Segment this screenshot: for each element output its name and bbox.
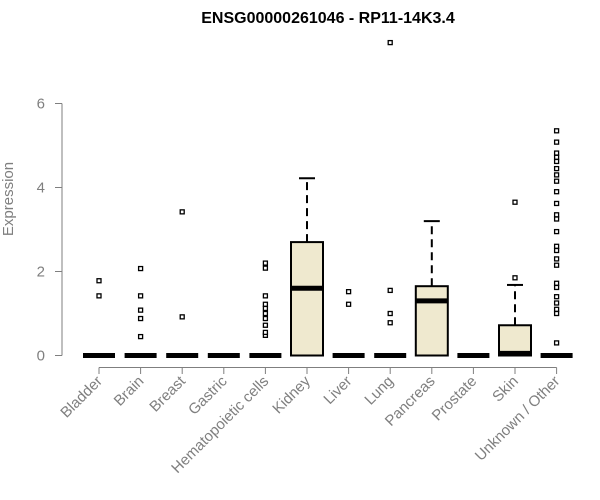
outlier-point: [553, 158, 560, 165]
x-tick-label: Breast: [146, 372, 189, 415]
outlier-point: [553, 165, 560, 172]
y-tick-label: 6: [37, 96, 45, 113]
outlier-point: [262, 305, 269, 312]
outlier-point: [345, 289, 352, 295]
outlier-point: [553, 340, 560, 346]
outlier-point: [553, 306, 560, 312]
outlier-point: [553, 262, 560, 268]
outlier-point: [553, 212, 560, 218]
box-group: [374, 39, 407, 358]
x-tick-label: Brain: [111, 373, 148, 410]
outlier-point: [262, 322, 269, 328]
box-series: [83, 39, 573, 358]
x-tick-label: Liver: [320, 373, 355, 408]
y-tick-label: 0: [37, 348, 45, 365]
outlier-point: [262, 293, 269, 299]
outlier-point: [553, 243, 560, 249]
outlier-point: [96, 293, 102, 299]
outlier-point: [137, 307, 144, 313]
box-iqr: [290, 241, 324, 357]
outlier-point: [553, 294, 560, 300]
box-group: [249, 260, 282, 358]
outlier-point: [553, 300, 560, 306]
outlier-point: [387, 39, 393, 46]
box-group: [83, 278, 115, 358]
y-axis-label: Expression: [0, 162, 17, 236]
box-iqr: [498, 324, 532, 357]
box-group: [124, 265, 157, 358]
y-tick-label: 2: [37, 264, 45, 281]
y-axis: 0 2 4 6: [37, 96, 63, 365]
outlier-point: [553, 172, 560, 178]
outlier-point: [553, 247, 560, 254]
outlier-point: [137, 315, 144, 322]
outlier-point: [553, 139, 560, 145]
outlier-point: [137, 333, 144, 340]
x-tick-label: Kidney: [269, 372, 314, 417]
outlier-point: [512, 199, 518, 205]
box-group: [414, 220, 449, 357]
outlier-point: [137, 293, 144, 299]
outlier-point: [553, 189, 560, 195]
outlier-point: [387, 320, 393, 326]
outlier-point: [553, 284, 560, 291]
outlier-point: [179, 209, 185, 215]
outlier-point: [553, 154, 560, 160]
outlier-point: [553, 310, 560, 317]
box-group: [166, 209, 199, 358]
y-tick-label: 4: [37, 180, 45, 197]
outlier-point: [262, 310, 269, 317]
outlier-point: [553, 256, 560, 262]
outlier-point: [96, 278, 102, 284]
x-tick-label: Lung: [361, 373, 397, 409]
box-group: [540, 128, 573, 358]
outlier-point: [553, 128, 560, 134]
outlier-point: [553, 178, 560, 184]
outlier-point: [262, 265, 269, 271]
x-tick-label: Bladder: [57, 373, 106, 422]
outlier-point: [387, 287, 393, 294]
outlier-point: [262, 315, 269, 322]
outlier-point: [387, 310, 393, 317]
outlier-point: [512, 275, 518, 281]
outlier-point: [345, 301, 352, 307]
outlier-point: [262, 260, 269, 266]
outlier-point: [553, 150, 560, 156]
outlier-point: [553, 216, 560, 222]
box-group: [332, 289, 365, 358]
outlier-point: [262, 301, 269, 307]
outlier-point: [262, 329, 269, 336]
outlier-point: [137, 265, 144, 272]
box-group: [498, 199, 532, 357]
box-iqr: [414, 285, 449, 357]
outlier-point: [179, 314, 185, 320]
outlier-point: [553, 200, 560, 207]
x-tick-label: Prostate: [429, 373, 481, 425]
box-group: [290, 177, 324, 357]
chart-title: ENSG00000261046 - RP11-14K3.4: [201, 10, 455, 27]
outlier-point: [553, 228, 560, 235]
outlier-point: [553, 280, 560, 286]
x-tick-label: Skin: [489, 373, 522, 406]
